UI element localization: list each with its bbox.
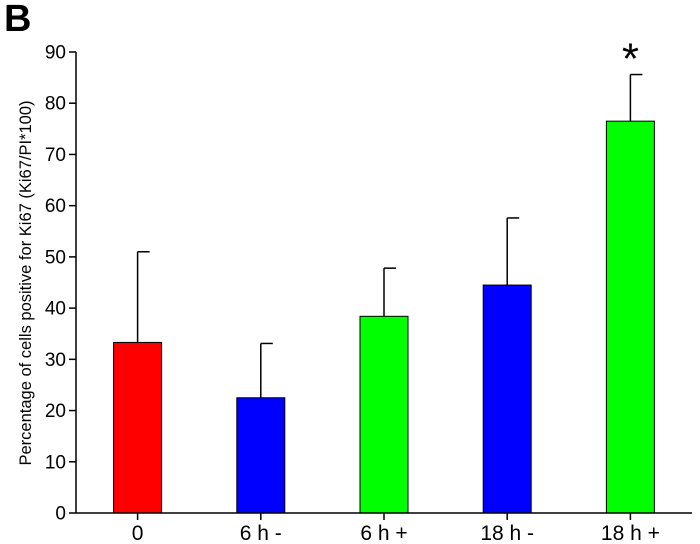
bar-4 [482, 284, 532, 514]
y-tick-label: 40 [45, 299, 66, 320]
y-ticks-group: 0 10 20 30 40 50 60 70 80 90 [45, 43, 76, 525]
y-tick-label: 50 [45, 247, 66, 268]
x-tick-label: 6 h - [240, 522, 282, 544]
error-bar-1 [136, 251, 150, 343]
error-bar-2 [260, 342, 273, 398]
y-tick-label: 10 [45, 452, 66, 473]
y-tick-label: 60 [45, 196, 66, 217]
error-bar-3 [383, 267, 396, 317]
y-tick-label: 70 [45, 145, 66, 166]
y-axis-label: Percentage of cells positive for Ki67 (K… [17, 100, 35, 465]
error-bar-4 [506, 217, 520, 286]
bar-1 [113, 341, 163, 514]
bar-3 [359, 315, 409, 514]
bar-5 [605, 120, 655, 514]
bars-group [113, 120, 655, 514]
x-ticks-group: 0 6 h - 6 h + 18 h - 18 h + [132, 513, 660, 544]
y-tick-label: 30 [45, 350, 66, 371]
x-tick-label: 0 [132, 522, 144, 544]
y-tick-label: 90 [45, 43, 66, 64]
x-tick-label: 18 h - [480, 522, 534, 544]
y-tick-label: 20 [45, 401, 66, 422]
error-bar-5 [629, 73, 643, 122]
panel-label: B [4, 0, 32, 40]
y-tick-label: 0 [55, 504, 66, 525]
x-tick-label: 6 h + [360, 522, 407, 544]
bar-2 [236, 397, 286, 514]
y-tick-label: 80 [45, 94, 66, 115]
significance-annotation: * [622, 35, 639, 84]
annotations-group: * [622, 35, 639, 84]
error-bars-group [136, 73, 643, 398]
x-tick-label: 18 h + [601, 522, 660, 544]
